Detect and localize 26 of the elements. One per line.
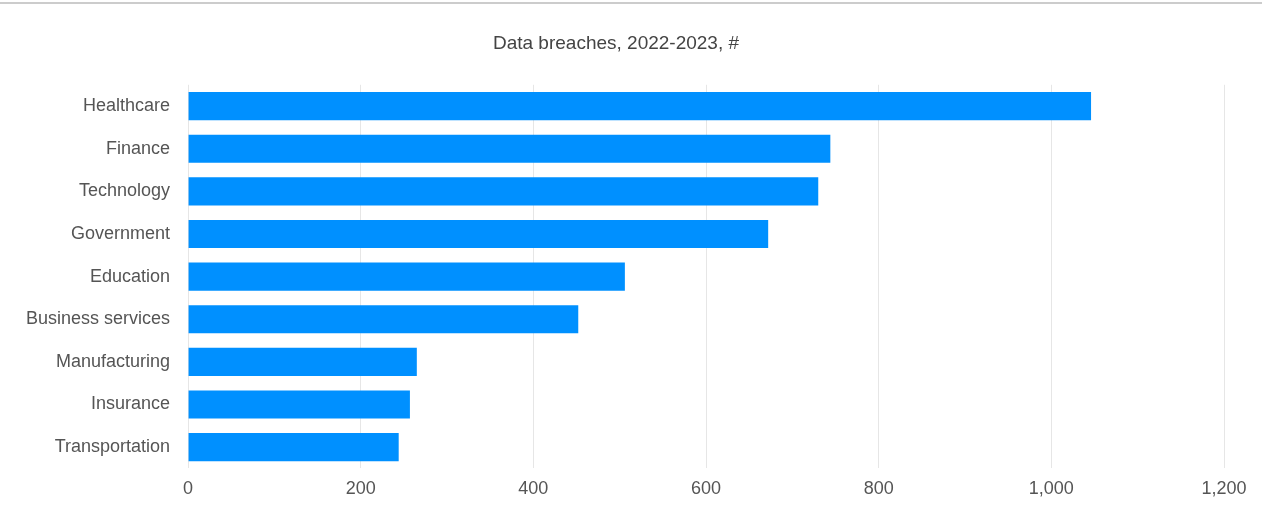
- bar: [188, 305, 579, 334]
- x-tick-label: 0: [183, 478, 194, 499]
- bar: [188, 347, 417, 376]
- chart-title: Data breaches, 2022-2023, #: [492, 31, 740, 53]
- x-tick-label: 1,200: [1201, 478, 1247, 499]
- bar: [188, 92, 1092, 121]
- y-tick-label: Healthcare: [83, 95, 171, 116]
- y-tick-label: Insurance: [90, 393, 171, 414]
- y-tick-label: Education: [89, 265, 171, 286]
- x-tick-label: 600: [691, 478, 722, 499]
- bar: [188, 177, 819, 206]
- bar: [188, 134, 831, 163]
- y-tick-label: Business services: [25, 308, 171, 329]
- bar: [188, 219, 769, 249]
- y-tick-label: Government: [71, 222, 171, 243]
- y-tick-label: Transportation: [54, 436, 171, 457]
- x-tick-label: 400: [518, 478, 549, 499]
- bar: [188, 433, 399, 462]
- x-tick-label: 200: [345, 478, 376, 499]
- bar: [188, 262, 625, 291]
- y-tick-label: Manufacturing: [55, 350, 171, 371]
- x-tick-label: 1,000: [1028, 478, 1074, 499]
- x-tick-label: 800: [863, 478, 894, 499]
- y-tick-label: Technology: [78, 180, 171, 201]
- bar: [188, 390, 410, 419]
- y-tick-label: Finance: [106, 137, 171, 158]
